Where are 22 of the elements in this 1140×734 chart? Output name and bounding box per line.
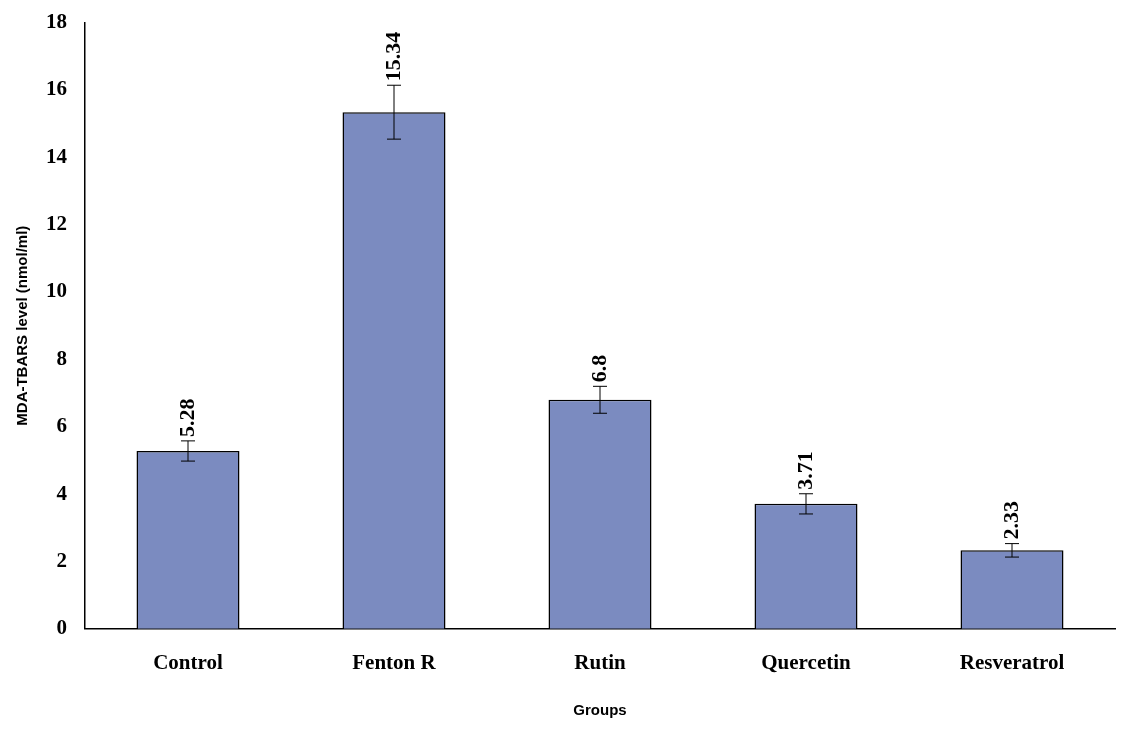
x-axis-title: Groups <box>573 701 627 719</box>
y-tick-label: 14 <box>46 143 68 168</box>
data-label: 5.28 <box>173 398 199 437</box>
x-tick-label: Resveratrol <box>959 649 1065 674</box>
y-tick-label: 16 <box>46 76 67 101</box>
y-axis-title: MDA-TBARS level (nmol/ml) <box>13 225 31 426</box>
y-tick-label: 10 <box>46 278 67 303</box>
data-label: 15.34 <box>379 31 405 82</box>
data-label: 3.71 <box>791 451 817 490</box>
y-tick-label: 8 <box>56 345 67 370</box>
x-tick-label: Quercetin <box>761 649 852 674</box>
y-tick-label: 0 <box>56 615 67 640</box>
y-tick-label: 2 <box>56 547 67 572</box>
data-label: 6.8 <box>585 354 611 383</box>
x-tick-label: Control <box>153 649 223 674</box>
y-tick-label: 6 <box>56 413 67 438</box>
y-tick-label: 4 <box>56 480 68 505</box>
y-tick-label: 12 <box>46 211 67 236</box>
x-tick-label: Fenton R <box>352 649 437 674</box>
data-label: 2.33 <box>997 501 1023 540</box>
y-tick-label: 18 <box>46 9 67 34</box>
x-tick-label: Rutin <box>574 649 626 674</box>
